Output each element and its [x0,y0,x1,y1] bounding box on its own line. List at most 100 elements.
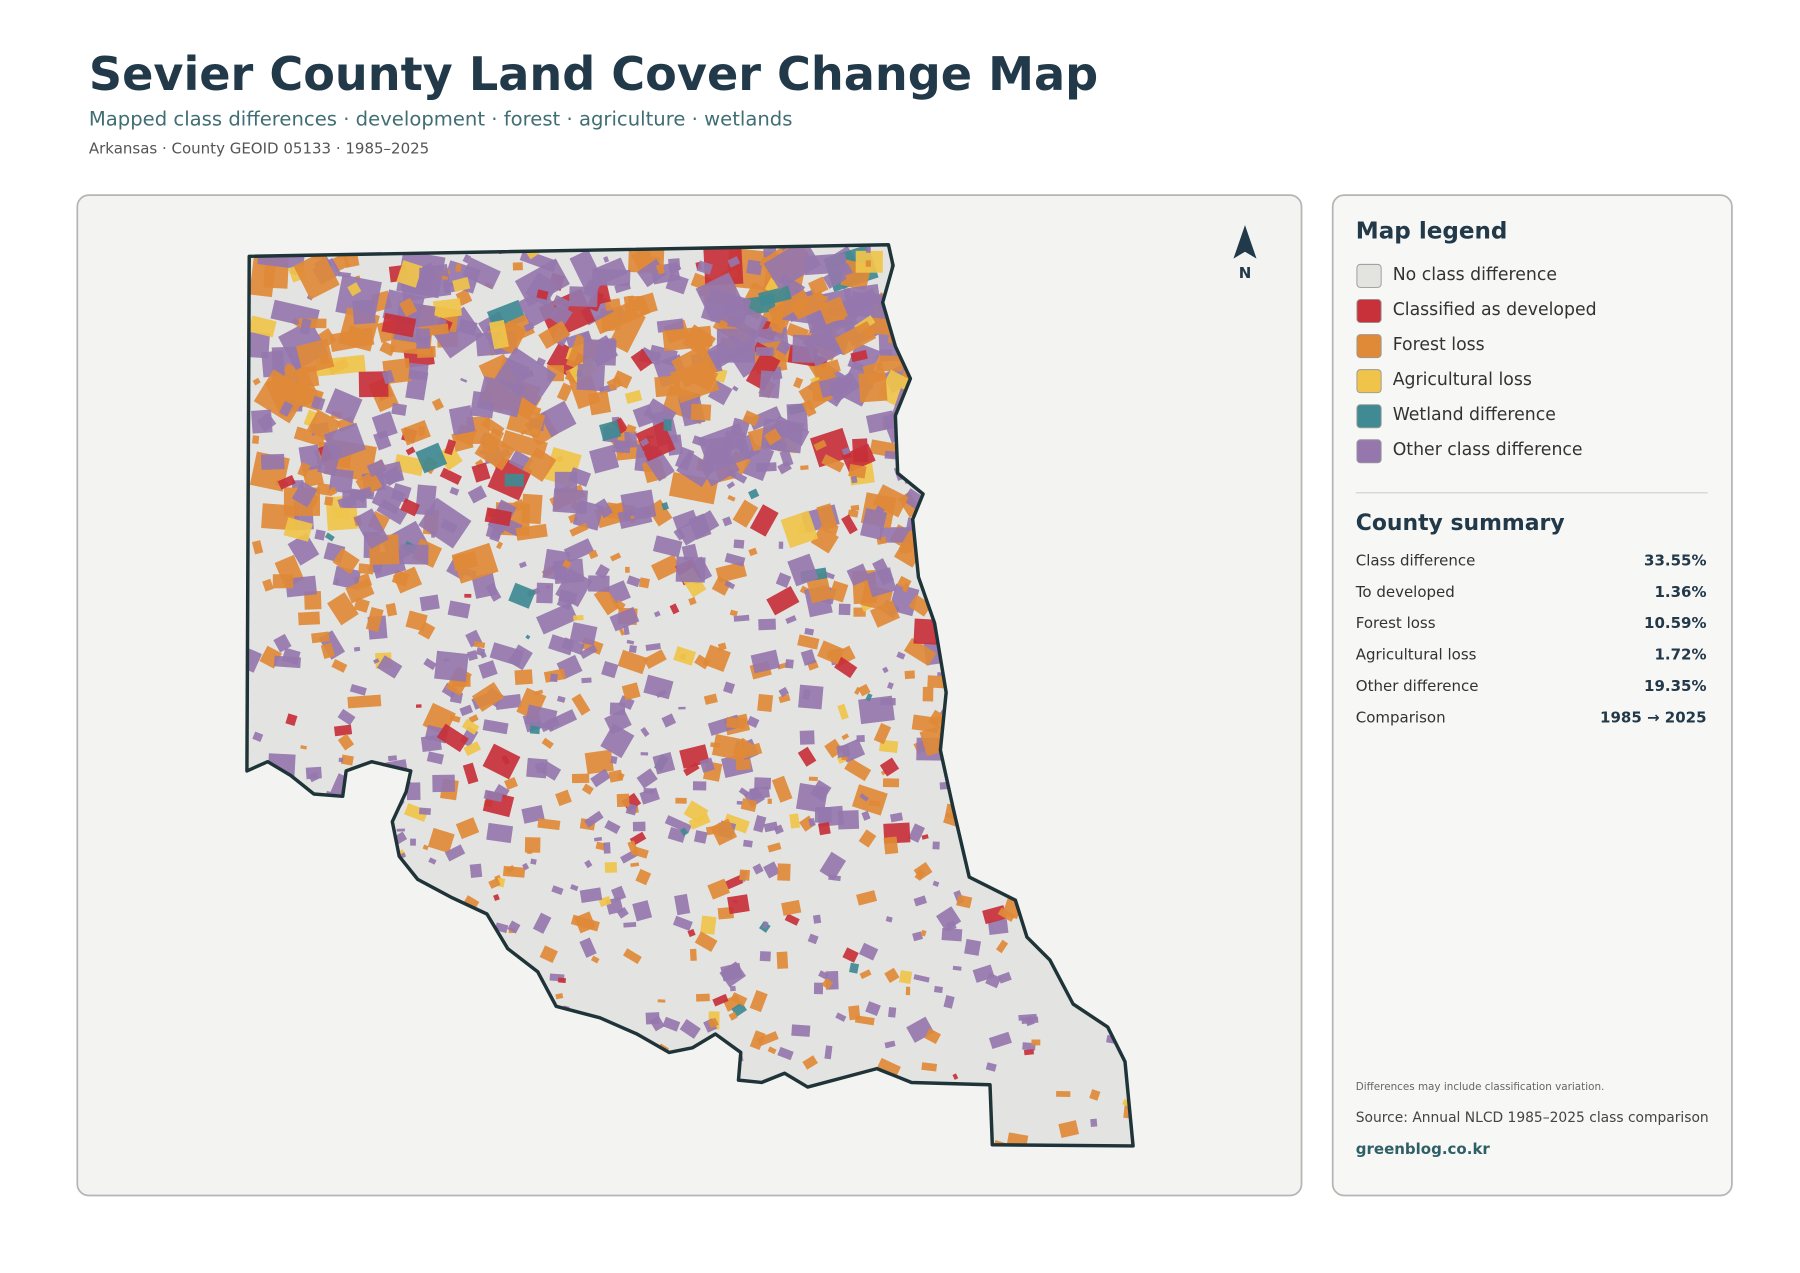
legend-label: Classified as developed [1393,300,1597,320]
change-patch [799,730,815,745]
page-meta: Arkansas · County GEOID 05133 · 1985–202… [89,140,429,158]
change-patch [791,290,828,320]
change-patch [818,970,829,980]
change-patch [687,928,696,938]
change-patch [460,377,468,383]
change-patch [581,783,594,795]
page-subtitle: Mapped class differences · development ·… [89,108,793,131]
change-patch [584,749,614,775]
legend-label: Forest loss [1393,335,1485,355]
change-patch [778,541,784,549]
change-patch [717,642,727,651]
change-patch [813,439,827,451]
change-patch [859,969,872,980]
change-patch [556,695,566,703]
change-patch [632,404,656,428]
change-patch [400,498,420,517]
change-patch [455,263,462,273]
change-patch [748,547,758,557]
change-patch [623,625,630,636]
change-patch [352,299,376,325]
change-patch [347,282,362,297]
change-patch [558,589,578,605]
change-patch [710,818,738,846]
change-patch [459,704,474,717]
change-patch [956,894,973,909]
change-patch [399,297,418,317]
change-patch [482,427,505,456]
change-patch [623,922,637,928]
change-patch [681,543,699,561]
change-patch [722,516,733,527]
change-patch [595,564,610,580]
change-patch [758,370,781,399]
change-patch [733,614,750,622]
change-patch [838,603,851,616]
change-patch [749,1030,766,1050]
change-patch [488,877,501,889]
change-patch [766,585,800,616]
change-patch [365,606,384,632]
change-patch [293,251,340,300]
summary: Class difference 33.55% To developed 1.36% F… [1355,551,1707,726]
change-patch [707,1017,719,1029]
change-patch [552,488,588,515]
change-patch [617,649,648,675]
change-patch [291,480,318,508]
change-patch [898,970,913,984]
change-patch [700,915,717,935]
change-patch [628,644,637,653]
change-patch [482,743,521,780]
change-patch [920,929,927,937]
change-patch [452,277,471,293]
change-patch [945,920,957,932]
change-patch [848,1005,861,1021]
change-patch [518,287,559,328]
change-patch [703,693,718,705]
change-patch [850,349,868,363]
change-patch [635,292,658,316]
change-patch [299,318,312,335]
change-patch [885,916,893,923]
change-patch [358,371,389,398]
change-patch [800,649,817,666]
change-patch [626,575,641,588]
change-patch [759,951,771,962]
change-patch [742,839,753,848]
change-patch [579,887,603,904]
change-patch [320,642,336,660]
change-patch [681,324,716,358]
change-patch [851,784,888,816]
change-patch [865,410,896,434]
change-patch [385,602,398,617]
change-patch [707,878,730,900]
change-patch [785,659,794,669]
change-patch [262,578,274,592]
change-patch [555,993,564,1000]
change-patch [604,819,621,834]
change-patch [858,695,895,725]
change-patch [439,467,463,485]
change-patch [792,334,815,363]
change-patch [630,862,640,868]
change-patch [818,376,846,398]
change-patch [858,829,877,848]
change-patch [908,823,925,843]
change-patch [345,578,375,604]
change-patch [249,255,277,298]
change-patch [798,684,824,710]
change-patch [729,985,736,992]
change-patch [896,575,912,590]
change-patch [246,331,271,359]
change-patch [448,405,476,436]
change-patch [699,757,715,773]
change-patch [404,803,429,822]
change-patch [579,644,598,660]
change-patch [679,1019,701,1039]
change-patch [392,566,423,594]
change-patch [518,561,527,569]
change-patch [496,541,504,550]
change-patch [724,552,746,567]
change-patch [695,272,746,322]
